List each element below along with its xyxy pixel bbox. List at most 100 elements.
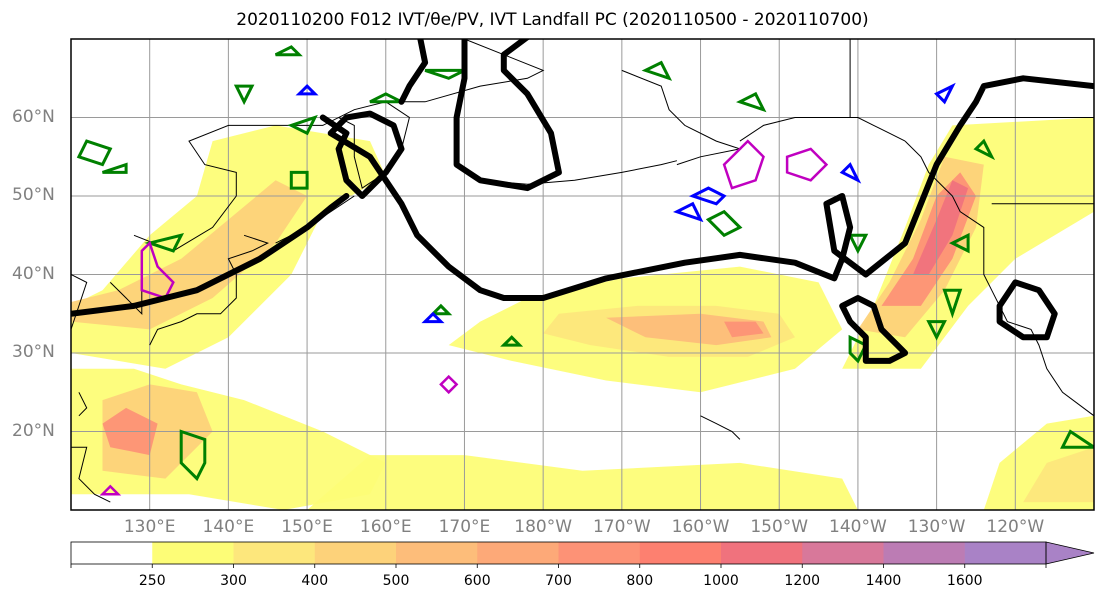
lat-tick-label: 30°N: [12, 342, 55, 362]
lon-tick-label: 180°W: [514, 517, 573, 537]
theta-e-contour: [179, 429, 207, 482]
lon-tick-label: 150°W: [750, 517, 809, 537]
colorbar-segment: [233, 542, 316, 564]
colorbar-segment: [558, 542, 641, 564]
colorbar-segment: [964, 542, 1047, 564]
map-area: [71, 39, 1094, 510]
pv-blue-contour: [934, 82, 956, 105]
pv-blue-contour: [672, 201, 704, 223]
landfall-contour-west-boundary: [71, 193, 350, 317]
pv-magenta-contour: [722, 139, 765, 190]
colorbar-tick-label: 300: [220, 573, 247, 589]
lon-tick-label: 140°E: [202, 517, 255, 537]
theta-e-contour: [233, 84, 255, 106]
theta-e-contour: [424, 68, 466, 80]
colorbar-tick-label: 250: [138, 573, 166, 589]
pv-blue-contours: [295, 82, 956, 324]
lon-tick-label: 170°W: [592, 517, 651, 537]
lon-tick-label: 170°E: [438, 517, 491, 537]
colorbar-tick-label: 1400: [865, 573, 902, 589]
theta-e-contour: [289, 170, 309, 190]
theta-e-contour: [500, 335, 524, 347]
theta-e-contour: [287, 114, 318, 136]
colorbar-tick-label: 1200: [784, 573, 821, 589]
ivt-band-tropics: [307, 455, 858, 510]
colorbar-segment: [477, 542, 559, 564]
landfall-contour-main: [319, 75, 1094, 301]
coast-japan: [149, 234, 270, 346]
coast-hawaii: [700, 415, 741, 440]
colorbar-tick-label: 500: [382, 573, 410, 589]
theta-e-contour: [429, 303, 453, 316]
map-frame: [70, 38, 1095, 511]
coast-taiwan: [78, 392, 88, 417]
colorbar-tick-label: 600: [463, 573, 491, 589]
colorbar-segment: [883, 542, 966, 564]
landfall-contour-nw-segment: [398, 39, 429, 105]
coast-russia-far-east: [133, 101, 410, 252]
pv-magenta-contour: [99, 484, 122, 496]
theta-e-contours: [76, 45, 1094, 482]
theta-e-contour: [847, 233, 869, 255]
theta-e-contour: [274, 45, 303, 57]
lat-tick-label: 40°N: [12, 263, 55, 284]
colorbar-segment: [802, 542, 884, 564]
ivt-landfall-contours: [71, 39, 1094, 364]
theta-e-contour: [949, 232, 970, 254]
theta-e-contour: [705, 209, 743, 238]
theta-e-contour: [1060, 429, 1094, 449]
theta-e-contour: [76, 139, 113, 167]
theta-e-contour: [144, 233, 185, 253]
colorbar-segment: [314, 542, 397, 564]
pv-blue-contour: [295, 83, 319, 96]
landfall-contour-bering-loop: [453, 39, 562, 192]
lat-tick-label: 20°N: [12, 420, 55, 441]
coast-asia: [71, 274, 88, 330]
colorbar-segment: [152, 542, 234, 564]
pv-blue-contour: [421, 311, 445, 324]
ivt-band-west-mid: [71, 180, 308, 330]
coast-na-west: [904, 140, 1094, 417]
ivt-band-central-max: [724, 321, 764, 338]
theta-e-contour: [736, 91, 767, 113]
theta-e-contour: [848, 334, 868, 364]
pv-blue-contour: [688, 186, 727, 206]
lon-tick-label: 120°W: [986, 517, 1045, 537]
pv-magenta-contour: [785, 147, 829, 182]
lon-tick-label: 140°W: [829, 517, 887, 537]
colorbar: [70, 541, 1095, 568]
pv-magenta-contours: [99, 139, 829, 496]
lat-tick-label: 60°N: [12, 106, 55, 127]
theta-e-contour: [973, 138, 996, 161]
coast-alaska: [621, 69, 742, 166]
colorbar-segment: [396, 542, 478, 564]
colorbar-tick-label: 400: [301, 573, 329, 589]
landfall-contour-offshore-loop: [839, 295, 909, 364]
theta-e-contour: [369, 92, 403, 104]
chart-title: 2020110200 F012 IVT/θe/PV, IVT Landfall …: [236, 10, 869, 30]
landfall-contour-california-loop: [996, 279, 1058, 341]
ivt-band-far-east-inner: [1023, 447, 1094, 503]
coast-gulf-alaska: [739, 117, 906, 142]
colorbar-tick-label: 700: [545, 573, 572, 589]
colorbar-segment: [721, 542, 803, 564]
theta-e-contour: [102, 162, 128, 174]
coast-aleutians: [480, 160, 678, 185]
ivt-band-ne-core: [913, 180, 969, 275]
colorbar-tick-label: 1000: [703, 573, 739, 589]
colorbar-extend-arrow: [1045, 541, 1095, 565]
pv-magenta-contour: [140, 240, 175, 300]
coast-philippines: [71, 446, 111, 503]
lon-tick-label: 130°W: [907, 517, 966, 537]
lon-tick-label: 160°W: [671, 517, 730, 537]
pv-blue-contour: [839, 162, 862, 184]
lat-tick-label: 50°N: [12, 185, 55, 205]
colorbar-tick-label: 800: [626, 573, 654, 589]
lon-tick-label: 160°E: [359, 517, 412, 537]
colorbar-tick-label: 1600: [946, 573, 983, 589]
colorbar-segment: [71, 542, 153, 564]
lon-tick-label: 130°E: [123, 517, 176, 537]
pv-magenta-contour: [439, 374, 459, 395]
theta-e-contour: [926, 320, 947, 341]
